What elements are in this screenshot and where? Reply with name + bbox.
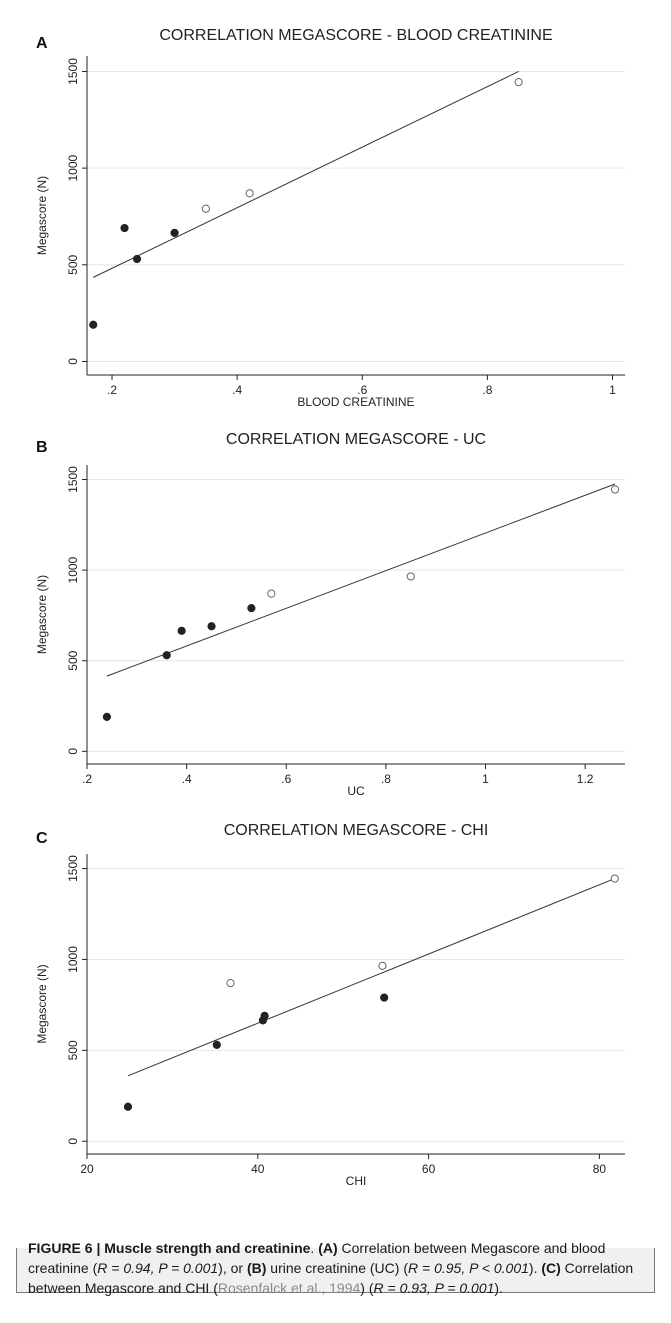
data-point-3-open-1 bbox=[378, 961, 387, 970]
caption-stat-2: R = 0.95, P < 0.001 bbox=[408, 1260, 529, 1276]
data-point-1-filled-1 bbox=[120, 223, 129, 233]
y-tick-label-1-2: 1000 bbox=[66, 154, 80, 181]
caption-reference-link[interactable]: Rosenfalck et al., 1994 bbox=[217, 1280, 361, 1296]
data-point-2-filled-1 bbox=[162, 651, 171, 660]
caption-c-label: (C) bbox=[541, 1260, 561, 1276]
caption-text-2: ), or bbox=[218, 1260, 247, 1276]
x-tick-label-2-0: .2 bbox=[82, 772, 92, 786]
caption-figure-label: FIGURE 6 | Muscle strength and creatinin… bbox=[28, 1240, 311, 1256]
x-axis-label-3: CHI bbox=[346, 1174, 367, 1188]
data-point-2-filled-0 bbox=[102, 712, 112, 721]
caption-text-3: urine creatinine (UC) ( bbox=[266, 1260, 408, 1276]
data-point-1-filled-0 bbox=[89, 320, 98, 329]
panel-letter-3: C bbox=[36, 830, 48, 847]
caption-text-4: ). bbox=[528, 1260, 542, 1276]
data-point-1-filled-3 bbox=[170, 228, 179, 237]
caption-b-label: (B) bbox=[246, 1260, 267, 1276]
data-point-3-filled-4 bbox=[380, 993, 389, 1002]
x-tick-label-3-0: 20 bbox=[80, 1162, 94, 1176]
data-point-2-open-0 bbox=[267, 589, 276, 598]
y-tick-label-1-3: 1500 bbox=[66, 58, 80, 85]
x-tick-label-1-4: 1 bbox=[609, 383, 616, 397]
data-point-2-open-2 bbox=[610, 485, 620, 494]
figure-charts-area: 0 500 1000 1500.2.4.6.8 1 A CORRELATION MEGASC… bbox=[16, 13, 655, 1248]
chart-title-3: CORRELATION MEGASCORE - CHI bbox=[224, 822, 489, 839]
y-tick-label-3-2: 1000 bbox=[66, 946, 80, 973]
chart-panel-1: 0 500 1000 1500 .2 .4 .6 .8 1 A CORRELATION MEGASC… bbox=[35, 27, 625, 409]
x-axis-label-2: UC bbox=[347, 784, 365, 798]
data-point-1-filled-2 bbox=[132, 254, 142, 264]
x-tick-label-2-5: 1.2 bbox=[577, 772, 594, 786]
x-tick-label-3-3: 80 bbox=[593, 1162, 607, 1176]
caption-stat-1: R = 0.94, P = 0.001 bbox=[97, 1260, 219, 1276]
x-tick-label-1-2: .6 bbox=[357, 383, 367, 397]
y-tick-label-2-2: 1000 bbox=[66, 556, 80, 583]
data-point-3-open-0 bbox=[226, 978, 235, 988]
fit-line-1 bbox=[93, 71, 519, 278]
fit-line-3 bbox=[127, 878, 615, 1077]
x-tick-label-2-1: .4 bbox=[182, 772, 192, 786]
x-tick-label-2-3: .8 bbox=[381, 772, 391, 786]
data-point-3-open-2 bbox=[610, 874, 619, 883]
x-tick-label-1-3: .8 bbox=[482, 383, 492, 397]
y-tick-label-1-0: 0 bbox=[66, 358, 80, 365]
chart-panel-3: 0 500 1000 1500 20 40 60 80 C CORRELATION MEGASCO… bbox=[35, 822, 625, 1188]
y-axis-label-2: Megascore (N) bbox=[35, 575, 49, 654]
caption-text-1: Correlation between Megascore and blood … bbox=[28, 1240, 606, 1276]
figure-caption: FIGURE 6 | Muscle strength and creatinin… bbox=[28, 1238, 650, 1298]
y-axis-label-1: Megascore (N) bbox=[35, 176, 49, 255]
data-point-2-filled-4 bbox=[247, 604, 256, 613]
caption-stat-3: R = 0.93, P = 0.001 bbox=[373, 1280, 495, 1296]
data-point-3-filled-3 bbox=[260, 1011, 269, 1020]
data-point-3-filled-0 bbox=[123, 1102, 133, 1111]
chart-title-2: CORRELATION MEGASCORE - UC bbox=[226, 431, 486, 448]
x-tick-label-3-1: 40 bbox=[251, 1162, 265, 1176]
chart-title-1: CORRELATION MEGASCORE - BLOOD CREATININE bbox=[159, 27, 552, 44]
data-point-2-open-1 bbox=[406, 572, 415, 581]
caption-after-label: . bbox=[310, 1240, 319, 1256]
y-tick-label-3-1: 500 bbox=[66, 1040, 80, 1060]
chart-panel-2: 0 500 1000 1500 .2 .4 .6 .8 1 1.2 B CORRELATION MEG… bbox=[35, 431, 625, 798]
x-tick-label-2-2: .6 bbox=[281, 772, 291, 786]
panel-letter-2: B bbox=[36, 439, 48, 456]
x-tick-label-3-2: 60 bbox=[422, 1162, 436, 1176]
data-point-3-filled-1 bbox=[212, 1040, 221, 1050]
x-tick-label-1-1: .4 bbox=[232, 383, 242, 397]
y-axis-label-3: Megascore (N) bbox=[35, 964, 49, 1043]
data-point-1-open-2 bbox=[514, 78, 523, 87]
data-point-2-filled-3 bbox=[207, 622, 216, 631]
data-point-1-open-0 bbox=[201, 204, 210, 213]
caption-text-7: ). bbox=[494, 1280, 503, 1296]
panel-letter-1: A bbox=[36, 35, 48, 52]
y-tick-label-2-0: 0 bbox=[66, 748, 80, 755]
x-tick-label-2-4: 1 bbox=[482, 772, 489, 786]
data-point-1-open-1 bbox=[245, 189, 254, 198]
caption-a-label: (A) bbox=[318, 1240, 338, 1256]
y-tick-label-2-3: 1500 bbox=[66, 466, 80, 493]
fit-line-2 bbox=[106, 483, 616, 677]
y-tick-label-2-1: 500 bbox=[66, 650, 80, 670]
caption-text-5: Correlation between Megascore and CHI ( bbox=[28, 1260, 634, 1296]
caption-text-6: ) ( bbox=[360, 1280, 374, 1296]
x-tick-label-1-0: .2 bbox=[107, 383, 117, 397]
y-tick-label-1-1: 500 bbox=[66, 254, 80, 274]
y-tick-label-3-0: 0 bbox=[66, 1138, 80, 1145]
data-point-2-filled-2 bbox=[177, 626, 186, 635]
y-tick-label-3-3: 1500 bbox=[66, 855, 80, 882]
x-axis-label-1: BLOOD CREATININE bbox=[297, 395, 414, 409]
